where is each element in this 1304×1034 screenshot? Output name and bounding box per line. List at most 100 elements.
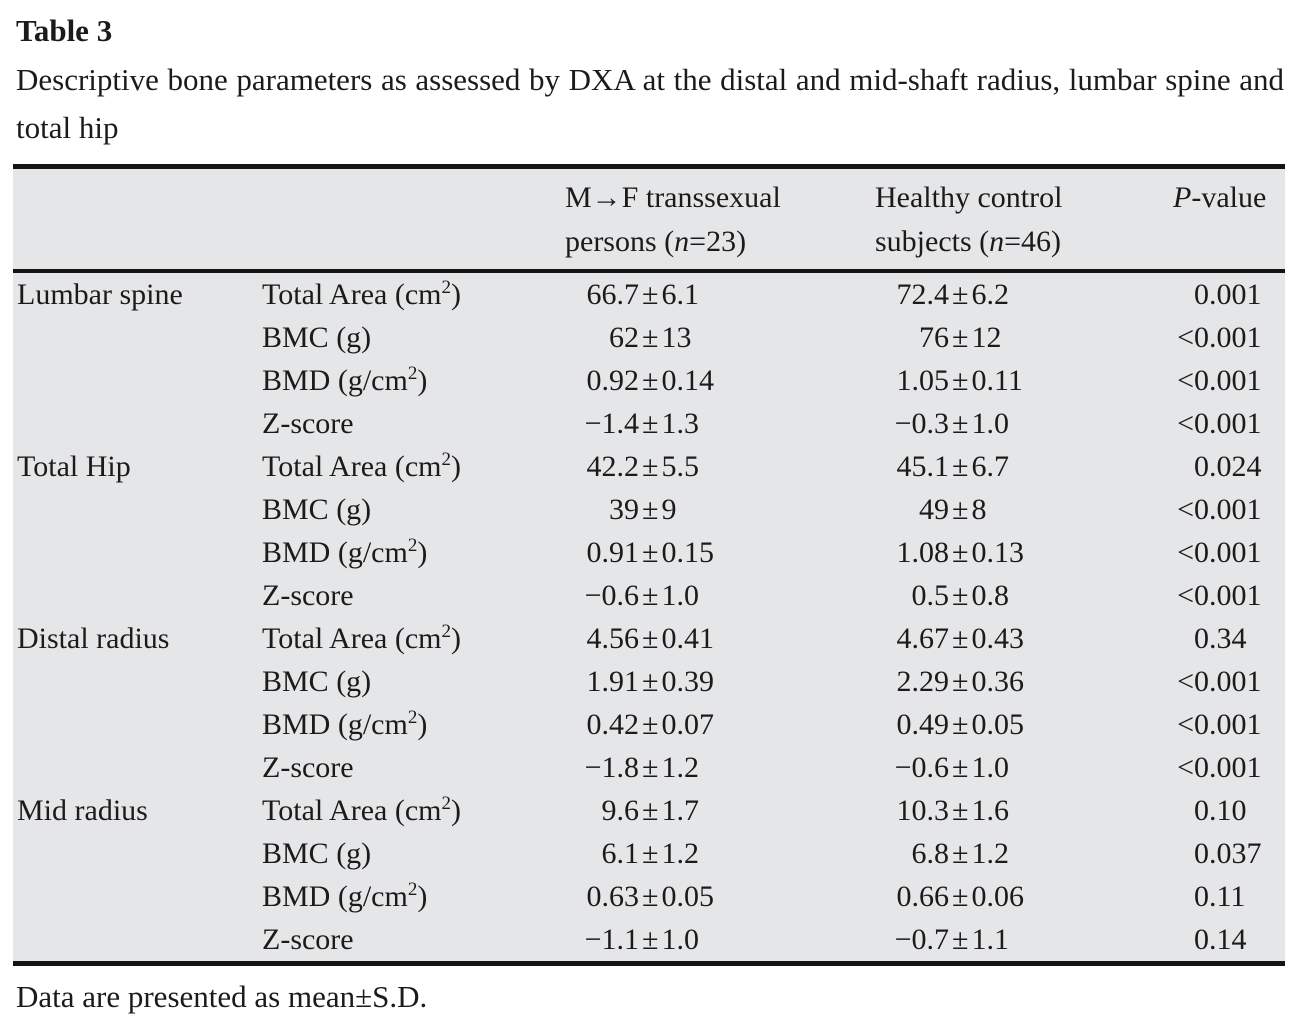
table-caption: Table 3 Descriptive bone parameters as a… [13,12,1288,152]
hc-value: 72.4 ±6.2 [871,271,1171,316]
parameter-text-end: ) [451,450,461,483]
plus-minus-sign: ± [642,278,659,311]
site-label [13,703,258,746]
mf-value: 4.56 ±0.41 [561,617,871,660]
sd-value: 1.0 [971,407,1009,440]
mean-value: 6.1 [601,837,640,870]
site-label [13,746,258,789]
parameter-label: Total Area (cm2) [258,617,561,660]
table-row: BMD (g/cm2) 0.63 ±0.05 0.66 ±0.06 0.11 [13,875,1285,918]
sd-value: 6.7 [971,450,1009,483]
mean-value: 0.49 [896,708,950,741]
sd-value: 6.1 [661,278,699,311]
site-label: Total Hip [17,450,131,483]
parameter-label: BMC (g) [262,837,372,870]
plus-minus-sign: ± [952,622,969,655]
site-label [13,832,258,875]
p-fraction-part: .037 [1209,837,1262,870]
p-integer-part: 0 [1194,923,1209,956]
header-site-column [13,166,258,273]
p-value: 0.024 [1171,445,1285,488]
p-value: <0.001 [1171,660,1285,703]
hc-value: −0.3 ±1.0 [871,402,1171,445]
plus-minus-sign: ± [642,880,659,913]
p-fraction-part: .001 [1209,708,1262,741]
site-label: Mid radius [17,794,148,827]
parameter-text-end: ) [451,622,461,655]
hc-value: 0.66 ±0.06 [871,875,1171,918]
sd-value: 0.15 [661,536,714,569]
p-integer-part: 0 [1194,837,1209,870]
mean-value: 0.91 [586,536,640,569]
mf-value: −1.8 ±1.2 [561,746,871,789]
p-value: <0.001 [1171,574,1285,617]
table-header: M→F transsexual persons (n=23) Healthy c… [13,166,1285,273]
p-integer-part: 0 [1194,880,1209,913]
mean-value: 1.05 [896,364,950,397]
superscript-2: 2 [407,879,418,900]
mf-value: 66.7 ±6.1 [561,271,871,316]
hc-value: −0.7 ±1.1 [871,918,1171,964]
table-row: BMD (g/cm2) 0.42 ±0.07 0.49 ±0.05 <0.001 [13,703,1285,746]
plus-minus-sign: ± [952,665,969,698]
superscript-2: 2 [441,449,452,470]
p-value: <0.001 [1171,359,1285,402]
parameter-label: BMC (g) [262,665,372,698]
mf-value: 0.91 ±0.15 [561,531,871,574]
table-row: BMC (g) 39 ±9 49 ±8 <0.001 [13,488,1285,531]
mean-value: 39 [609,493,639,526]
parameter-label: BMD (g/cm2) [258,703,561,746]
mean-value: 0.92 [586,364,640,397]
plus-minus-sign: ± [952,364,969,397]
parameter-text: BMD (g/cm [262,880,408,913]
plus-minus-sign: ± [642,794,659,827]
mean-value: 76 [919,321,949,354]
sd-value: 6.2 [971,278,1009,311]
pvalue-header-suffix: -value [1191,181,1267,214]
mf-value: 0.63 ±0.05 [561,875,871,918]
mean-value: 72.4 [896,278,950,311]
mean-value: 1.91 [586,665,640,698]
parameter-label: BMD (g/cm2) [258,531,561,574]
plus-minus-sign: ± [642,923,659,956]
parameter-label: BMD (g/cm2) [258,359,561,402]
parameter-label: BMD (g/cm2) [258,875,561,918]
p-value: 0.10 [1171,789,1285,832]
table-body: Lumbar spine Total Area (cm2) 66.7 ±6.1 72.4… [13,271,1285,964]
hc-value: 76 ±12 [871,316,1171,359]
table-row: Z-score −1.1 ±1.0 −0.7 ±1.1 0.14 [13,918,1285,964]
hc-value: 1.08 ±0.13 [871,531,1171,574]
header-row: M→F transsexual persons (n=23) Healthy c… [13,166,1285,273]
mean-value: −1.4 [584,407,639,440]
sd-value: 0.05 [971,708,1024,741]
mean-value: 10.3 [896,794,950,827]
p-value: <0.001 [1171,316,1285,359]
plus-minus-sign: ± [952,880,969,913]
plus-minus-sign: ± [952,708,969,741]
p-fraction-part: .001 [1209,321,1262,354]
plus-minus-sign: ± [952,278,969,311]
p-fraction-part: .001 [1209,665,1262,698]
mean-value: 49 [919,493,949,526]
mean-value: −0.6 [584,579,639,612]
table-title: Table 3 [16,13,113,48]
site-label [13,875,258,918]
p-fraction-part: .001 [1209,536,1262,569]
p-integer-part: 0 [1194,794,1209,827]
p-integer-part: <0 [1177,407,1209,440]
table-row: Total Hip Total Area (cm2) 42.2 ±5.5 45.1 ±6.… [13,445,1285,488]
site-label: Lumbar spine [17,278,183,311]
plus-minus-sign: ± [642,321,659,354]
parameter-label: BMC (g) [262,321,372,354]
table-row: Z-score −0.6 ±1.0 0.5 ±0.8 <0.001 [13,574,1285,617]
p-integer-part: <0 [1177,493,1209,526]
mf-value: 1.91 ±0.39 [561,660,871,703]
plus-minus-sign: ± [952,579,969,612]
mf-value: 62 ±13 [561,316,871,359]
parameter-label: Z-score [262,923,354,956]
sd-value: 13 [661,321,692,354]
sd-value: 1.0 [661,923,699,956]
parameter-text-end: ) [417,708,428,741]
sd-value: 1.7 [661,794,699,827]
